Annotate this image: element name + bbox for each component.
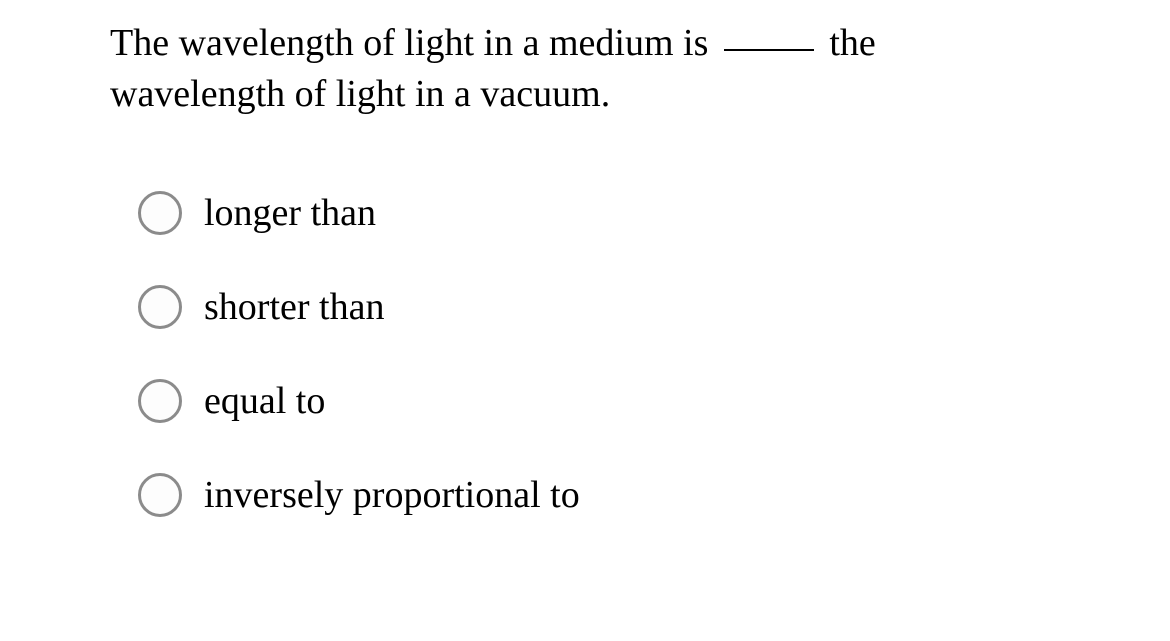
options-list: longer than shorter than equal to invers… xyxy=(110,191,1060,517)
radio-icon[interactable] xyxy=(138,285,182,329)
radio-icon[interactable] xyxy=(138,191,182,235)
option-label: inversely proportional to xyxy=(204,473,580,517)
radio-icon[interactable] xyxy=(138,473,182,517)
question-container: The wavelength of light in a medium is t… xyxy=(0,0,1170,517)
question-part1: The wavelength of light in a medium is xyxy=(110,22,718,64)
option-row[interactable]: inversely proportional to xyxy=(138,473,1060,517)
question-text: The wavelength of light in a medium is t… xyxy=(110,18,1060,121)
option-label: longer than xyxy=(204,191,376,235)
option-row[interactable]: longer than xyxy=(138,191,1060,235)
option-label: shorter than xyxy=(204,285,384,329)
fill-blank xyxy=(724,49,814,51)
option-row[interactable]: shorter than xyxy=(138,285,1060,329)
option-row[interactable]: equal to xyxy=(138,379,1060,423)
option-label: equal to xyxy=(204,379,325,423)
radio-icon[interactable] xyxy=(138,379,182,423)
